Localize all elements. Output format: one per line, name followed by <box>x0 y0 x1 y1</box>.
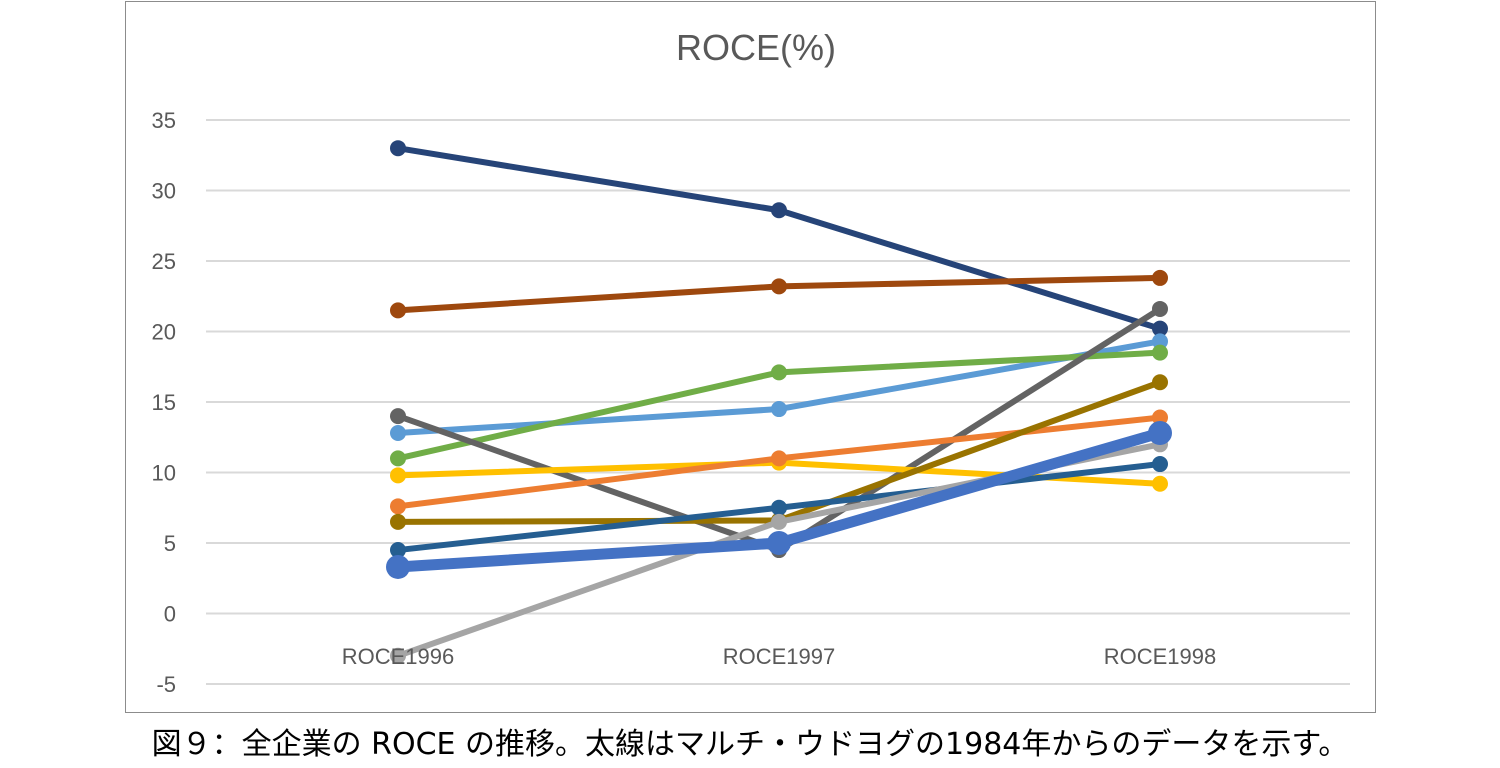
data-point <box>390 467 406 484</box>
data-point <box>771 450 787 467</box>
data-point <box>771 278 787 295</box>
series-3 <box>390 333 1168 442</box>
y-tick-label: 10 <box>152 461 176 486</box>
data-point <box>1148 421 1172 446</box>
y-tick-label: 15 <box>152 390 176 415</box>
series-11 <box>386 421 1172 579</box>
series-4 <box>390 344 1168 467</box>
series-line <box>395 338 1163 437</box>
y-tick-label: -5 <box>156 672 176 697</box>
data-point <box>390 425 406 442</box>
x-category-label: ROCE1996 <box>342 644 455 669</box>
x-category-label: ROCE1997 <box>723 644 836 669</box>
y-tick-label: 20 <box>152 320 176 345</box>
data-point <box>390 450 406 467</box>
data-point <box>1152 409 1168 426</box>
data-point <box>1152 269 1168 286</box>
data-point <box>1152 344 1168 361</box>
data-point <box>390 140 406 157</box>
chart-title: ROCE(%) <box>676 27 836 68</box>
chart-frame: ROCE(%) 35 30 25 20 15 10 5 0 -5 ROCE1996 ROCE199… <box>125 1 1376 713</box>
data-point <box>1152 320 1168 337</box>
y-tick-label: 35 <box>152 108 176 133</box>
data-point <box>771 364 787 381</box>
series-9 <box>390 456 1168 559</box>
data-point <box>767 531 791 555</box>
data-point <box>386 554 410 579</box>
y-tick-label: 0 <box>164 602 176 627</box>
data-point <box>390 647 406 664</box>
data-point <box>390 542 406 559</box>
data-point <box>771 202 787 219</box>
data-point <box>771 513 787 530</box>
roce-line-chart: ROCE(%) 35 30 25 20 15 10 5 0 -5 ROCE1996 ROCE199… <box>152 27 1350 697</box>
figure-caption: 図９：全企業の ROCE の推移。太線はマルチ・ウドヨグの1984年からのデータ… <box>151 727 1349 762</box>
data-point <box>771 401 787 418</box>
data-point <box>1152 300 1168 317</box>
data-point <box>1152 333 1168 350</box>
series-1 <box>390 140 1168 337</box>
y-tick-label: 5 <box>164 531 176 556</box>
y-tick-label: 30 <box>152 179 176 204</box>
data-point <box>390 302 406 319</box>
x-category-label: ROCE1998 <box>1104 644 1217 669</box>
series-2 <box>390 269 1168 319</box>
data-point <box>1152 456 1168 473</box>
data-point <box>390 513 406 530</box>
data-point <box>1152 475 1168 492</box>
data-point <box>771 499 787 516</box>
y-tick-label: 25 <box>152 249 176 274</box>
data-point <box>390 408 406 425</box>
data-point <box>1152 374 1168 391</box>
data-point <box>390 498 406 515</box>
